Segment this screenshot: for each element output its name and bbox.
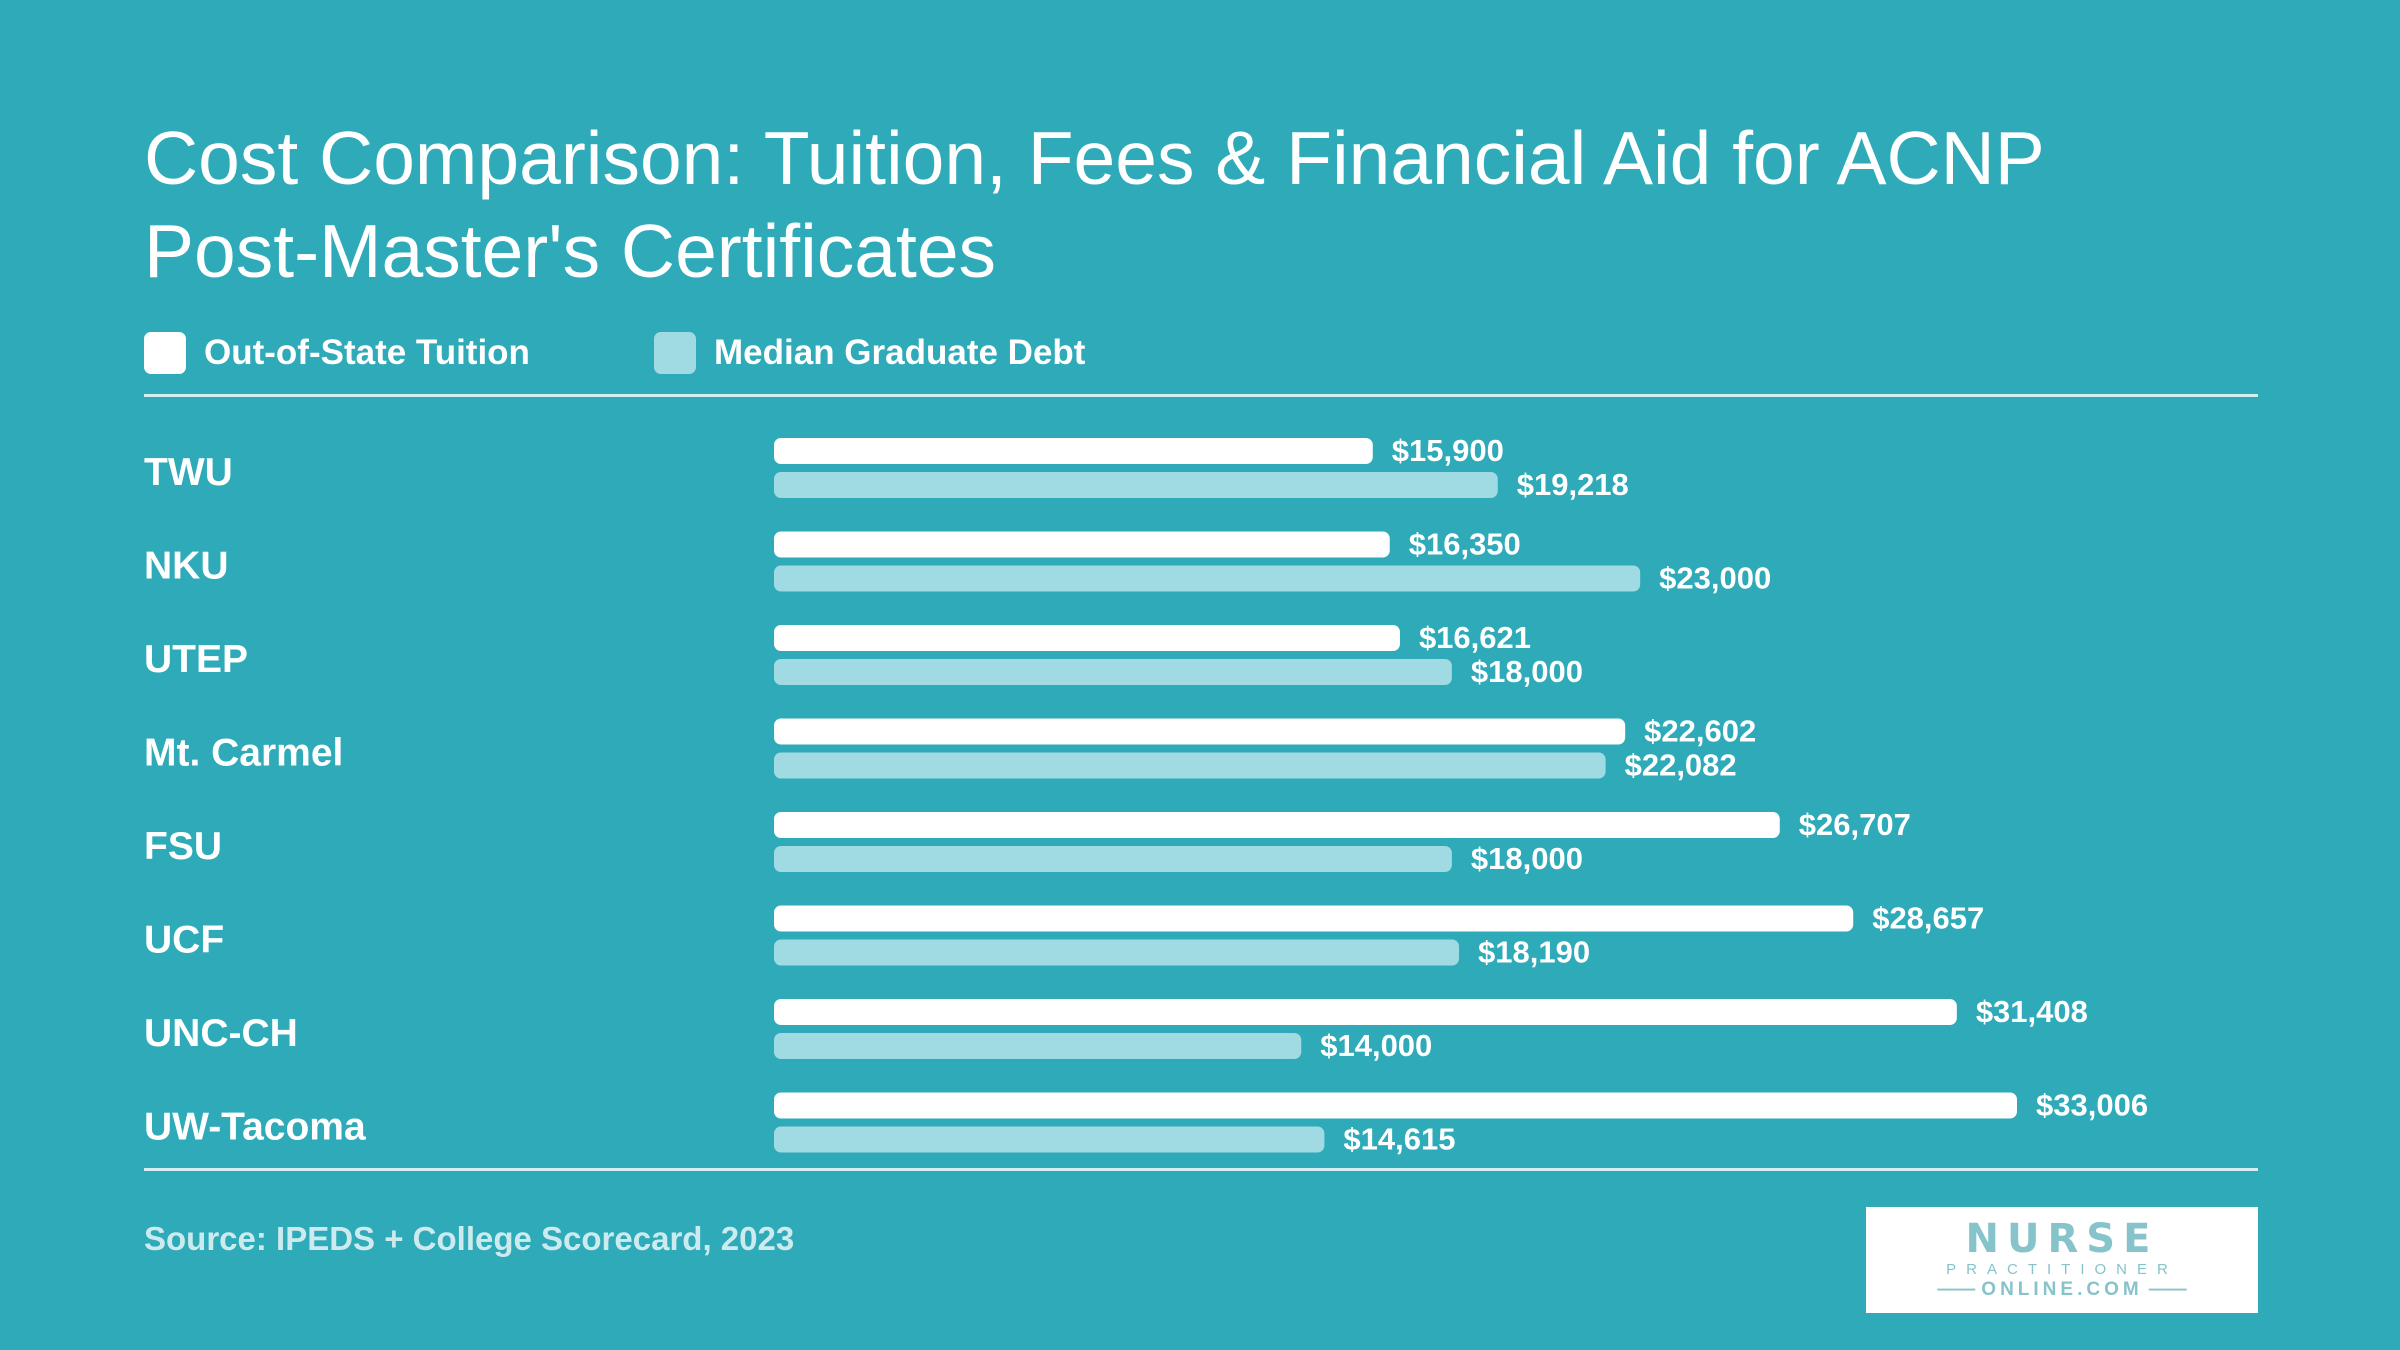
bottom-divider (144, 1168, 2258, 1171)
value-label-debt-unc-ch: $14,000 (1320, 1028, 1432, 1063)
category-label-unc-ch: UNC-CH (144, 1012, 298, 1055)
nurse-practitioner-online-logo: NURSE PRACTITIONER ONLINE.COM (1866, 1207, 2258, 1313)
chart-title: Cost Comparison: Tuition, Fees & Financi… (144, 116, 2044, 293)
logo-text-nurse: NURSE (1965, 1216, 2159, 1262)
value-label-debt-twu: $19,218 (1517, 467, 1629, 502)
bar-debt-nku (774, 565, 1641, 592)
value-label-debt-fsu: $18,000 (1471, 841, 1583, 876)
legend-swatch-debt (654, 332, 696, 374)
bar-tuition-nku (774, 531, 1390, 558)
value-label-tuition-fsu: $26,707 (1799, 807, 1911, 842)
bar-debt-uw-tacoma (774, 1126, 1325, 1153)
legend-label-debt: Median Graduate Debt (714, 333, 1086, 372)
value-label-tuition-uw-tacoma: $33,006 (2036, 1088, 2148, 1123)
category-label-mt-carmel: Mt. Carmel (144, 732, 343, 775)
category-label-fsu: FSU (144, 825, 222, 868)
value-label-tuition-twu: $15,900 (1392, 433, 1504, 468)
value-label-tuition-unc-ch: $31,408 (1976, 994, 2088, 1029)
top-divider (144, 394, 2258, 397)
legend-swatch-tuition (144, 332, 186, 374)
bar-debt-fsu (774, 846, 1452, 872)
bar-tuition-unc-ch (774, 999, 1957, 1025)
source-note: Source: IPEDS + College Scorecard, 2023 (144, 1220, 795, 1257)
bar-debt-unc-ch (774, 1033, 1302, 1059)
logo-text-practitioner: PRACTITIONER (1946, 1261, 2178, 1278)
value-label-tuition-ucf: $28,657 (1872, 901, 1984, 936)
bar-tuition-mt-carmel (774, 718, 1626, 745)
bar-debt-mt-carmel (774, 752, 1606, 779)
bar-chart: TWU $15,900 $19,218 NKU $16,350 $23,000 UTEP $1… (144, 433, 2148, 1157)
bar-tuition-fsu (774, 812, 1780, 838)
logo-text-online: ONLINE.COM (1931, 1279, 2192, 1301)
value-label-tuition-nku: $16,350 (1409, 527, 1521, 562)
bar-debt-ucf (774, 939, 1460, 966)
category-label-twu: TWU (144, 451, 233, 494)
value-label-debt-ucf: $18,190 (1478, 935, 1590, 970)
bar-debt-utep (774, 659, 1452, 685)
value-label-tuition-utep: $16,621 (1419, 620, 1531, 655)
bar-tuition-utep (774, 625, 1400, 651)
bar-tuition-ucf (774, 905, 1854, 932)
value-label-debt-utep: $18,000 (1471, 654, 1583, 689)
bar-tuition-uw-tacoma (774, 1092, 2017, 1119)
value-label-tuition-mt-carmel: $22,602 (1644, 714, 1756, 749)
category-label-uw-tacoma: UW-Tacoma (144, 1106, 366, 1149)
category-label-ucf: UCF (144, 919, 224, 962)
legend-item-tuition: Out-of-State Tuition (144, 332, 530, 374)
legend-label-tuition: Out-of-State Tuition (204, 333, 530, 372)
category-label-nku: NKU (144, 545, 229, 588)
bar-debt-twu (774, 472, 1498, 498)
bar-tuition-twu (774, 438, 1373, 464)
value-label-debt-mt-carmel: $22,082 (1625, 748, 1737, 783)
value-label-debt-uw-tacoma: $14,615 (1343, 1122, 1455, 1157)
value-label-debt-nku: $23,000 (1659, 561, 1771, 596)
legend-item-debt: Median Graduate Debt (654, 332, 1085, 374)
category-label-utep: UTEP (144, 638, 248, 681)
